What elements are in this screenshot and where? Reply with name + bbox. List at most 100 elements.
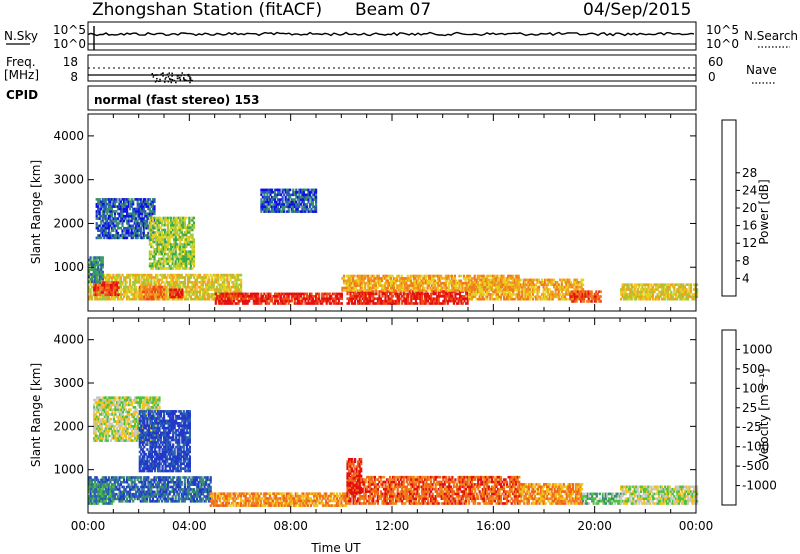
range-cell (109, 198, 112, 201)
range-cell (150, 273, 153, 277)
range-cell (392, 302, 395, 305)
range-cell (194, 290, 197, 294)
range-cell (138, 273, 141, 277)
range-cell (460, 297, 463, 300)
range-cell (266, 302, 269, 305)
freq-dot (191, 80, 193, 82)
range-cell (633, 285, 636, 289)
range-cell (466, 274, 469, 278)
range-cell (188, 240, 191, 244)
range-cell (150, 290, 153, 294)
range-cell (516, 278, 519, 282)
range-cell (167, 235, 170, 239)
range-cell (454, 295, 457, 298)
range-cell (587, 300, 590, 303)
range-cell (437, 297, 440, 300)
range-cell (150, 264, 153, 268)
range-cell (446, 277, 449, 280)
range-cell (573, 292, 577, 296)
range-cell (126, 212, 129, 216)
range-cell (478, 278, 481, 282)
range-cell (527, 297, 530, 301)
range-cell (584, 295, 587, 298)
range-cell (431, 299, 434, 303)
nsearch-tick-high: 10^5 (706, 23, 739, 37)
range-cell (512, 293, 515, 296)
range-cell (202, 283, 205, 286)
range-cell (96, 288, 99, 292)
range-cell (92, 256, 95, 259)
range-cell (138, 202, 141, 206)
range-cell (539, 281, 542, 284)
range-cell (390, 281, 393, 285)
range-cell (181, 290, 184, 294)
range-cell (377, 277, 380, 280)
freq-dot (170, 81, 172, 84)
range-cell (281, 200, 284, 204)
range-cell (412, 281, 415, 285)
range-cell (339, 295, 342, 298)
range-cell (95, 205, 98, 208)
range-cell (116, 224, 120, 228)
range-cell (179, 235, 182, 239)
range-cell (495, 278, 498, 282)
range-cell (98, 270, 101, 274)
range-cell (518, 285, 521, 289)
range-cell (145, 226, 148, 230)
range-cell (304, 193, 307, 197)
range-cell (451, 297, 454, 300)
range-cell (105, 283, 108, 287)
range-cell (287, 198, 290, 201)
range-cell (572, 281, 576, 284)
range-cell (138, 293, 141, 296)
range-cell (170, 276, 173, 279)
range-cell (142, 217, 145, 220)
range-cell (260, 297, 263, 300)
range-cell (688, 288, 691, 291)
range-cell (462, 286, 466, 290)
range-cell (181, 293, 184, 296)
range-cell (402, 295, 405, 298)
range-cell (173, 233, 176, 237)
range-cell (103, 276, 106, 279)
range-cell (293, 292, 296, 296)
range-cell (667, 288, 670, 291)
range-cell (397, 284, 400, 287)
range-cell (547, 290, 550, 294)
range-cell (254, 292, 257, 296)
range-cell (266, 200, 269, 204)
range-cell (405, 286, 408, 290)
range-cell (148, 219, 151, 222)
range-cell (330, 297, 333, 300)
range-cell (355, 297, 358, 300)
range-cell (286, 205, 289, 209)
range-cell (302, 198, 305, 201)
range-cell (88, 483, 91, 486)
range-cell (598, 300, 601, 303)
range-cell (452, 302, 455, 305)
range-cell (124, 283, 127, 286)
range-cell (95, 297, 98, 301)
range-cell (228, 295, 231, 298)
range-cell (109, 281, 112, 284)
range-cell (679, 285, 682, 289)
range-cell (109, 276, 112, 279)
range-cell (141, 219, 144, 223)
freq-dot (183, 74, 186, 76)
range-cell (447, 284, 450, 287)
range-cell (123, 214, 126, 218)
range-cell (100, 281, 103, 284)
range-cell (582, 283, 585, 286)
range-cell (242, 295, 245, 298)
range-cell (593, 295, 596, 298)
range-cell (269, 210, 272, 213)
range-cell (123, 226, 126, 230)
range-cell (676, 288, 679, 291)
range-cell (119, 234, 123, 237)
range-cell (171, 223, 174, 227)
range-cell (95, 224, 98, 228)
range-cell (359, 277, 362, 280)
range-cell (417, 279, 420, 283)
range-cell (121, 207, 124, 211)
range-cell (347, 299, 351, 303)
